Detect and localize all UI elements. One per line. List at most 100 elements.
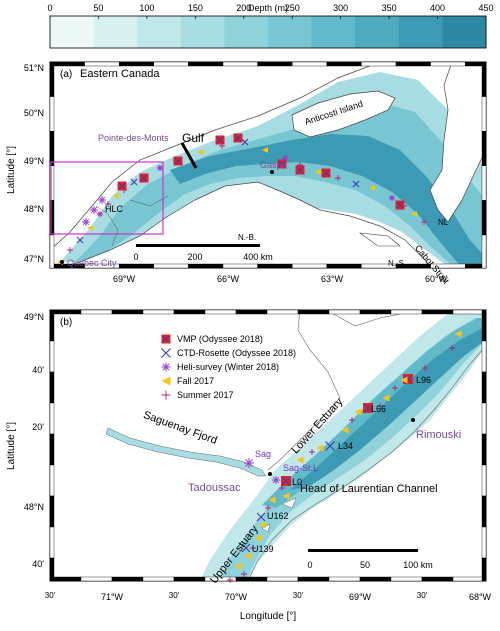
frame-segment [235, 576, 268, 582]
colorbar-tick-label: 450 [478, 3, 493, 13]
panel-b-stations [227, 330, 462, 583]
b-lon-70: 70°W [225, 592, 248, 602]
colorbar-tick-label: 200 [236, 3, 251, 13]
gulf-boundary-line [180, 142, 198, 169]
station-l96: L96 [416, 375, 431, 385]
a-lat-49: 49°N [24, 156, 44, 166]
summer-marker [241, 571, 247, 577]
ctd-overlay [282, 477, 290, 485]
fall-marker [113, 193, 119, 199]
ctd-overlay [140, 174, 148, 182]
scale-bar-a-line [136, 244, 260, 247]
summer-marker [227, 577, 233, 583]
station-u162: U162 [267, 511, 289, 521]
panel-a-region-title: Eastern Canada [80, 68, 160, 80]
label-sag-stl: Sag-St.L [283, 463, 318, 473]
fall-marker [354, 408, 362, 416]
south-shore-coast-b [247, 345, 486, 581]
colorbar-frame [49, 15, 487, 49]
label-gulf: Gulf [182, 131, 205, 145]
label-head-laurentian: Head of Laurentian Channel [300, 483, 438, 495]
frame-segment [84, 61, 120, 67]
frame-segment [111, 309, 144, 315]
legend: VMP (Odyssee 2018) CTD-Rosette (Odyssee … [161, 334, 296, 400]
north-shore-land [50, 62, 381, 251]
legend-fall: Fall 2017 [177, 376, 214, 386]
ctd-overlay [118, 182, 126, 190]
hlc-region-box [50, 161, 164, 235]
heli-marker [244, 458, 254, 468]
frame-segment [481, 464, 487, 497]
colorbar-cell [268, 16, 313, 48]
panel-a-scale-bar: 0 200 400 km [133, 244, 273, 262]
frame-segment [173, 309, 206, 315]
b-ylabel: Latitude [°] [6, 422, 17, 470]
label-tadoussac: Tadoussac [188, 482, 241, 494]
heli-marker [157, 165, 163, 171]
panel-a-bathymetry [50, 62, 486, 268]
ctd-overlay [364, 404, 372, 412]
frame-segment [49, 433, 55, 466]
colorbar-cell [355, 16, 400, 48]
colorbar-cell [137, 16, 182, 48]
a-lon-63: 63°W [321, 274, 344, 284]
scale-a-400: 400 km [243, 252, 273, 262]
fall-marker [197, 149, 203, 155]
b-lon-30a: 30' [45, 591, 56, 600]
frame-segment [118, 61, 154, 67]
frame-segment [257, 263, 293, 269]
fall-marker [254, 534, 262, 542]
frame-segment [421, 309, 454, 315]
frame-segment [173, 576, 206, 582]
colorbar-tick-label: 150 [188, 3, 203, 13]
b-lon-71: 71°W [101, 592, 124, 602]
fall-marker [316, 444, 324, 452]
frame-segment [49, 402, 55, 435]
b-lon-30c: 30' [293, 591, 304, 600]
frame-segment [326, 263, 362, 269]
saguenay-fjord [105, 427, 267, 477]
colorbar-cell [224, 16, 269, 48]
a-ylabel: Latitude [°] [6, 146, 17, 194]
fall-marker [161, 376, 171, 386]
frame-segment [266, 309, 299, 315]
summer-marker [377, 403, 383, 409]
frame-segment [430, 61, 466, 67]
colorbar-ticks: 0 50 100 150 200 250 300 350 400 450 [47, 3, 494, 19]
station-l0: L0 [292, 477, 302, 487]
summer-marker [67, 247, 73, 253]
summer-marker [449, 345, 455, 351]
fall-marker [382, 394, 390, 402]
colorbar-cell [311, 16, 356, 48]
frame-segment [49, 464, 55, 497]
ctd-marker [76, 236, 84, 244]
ctd-marker [241, 138, 249, 146]
laurentian-channel-a [170, 134, 486, 268]
laurentian-channel-b [290, 326, 486, 490]
a-lat-50: 50°N [24, 108, 44, 118]
frame-segment [49, 576, 82, 582]
frame-segment [297, 576, 330, 582]
fall-marker [244, 552, 252, 560]
colorbar-tick-label: 100 [139, 3, 154, 13]
panel-b-frame-ticks [49, 309, 487, 582]
ctd-overlay [396, 201, 404, 209]
label-hlc: HLC [105, 204, 124, 214]
heli-marker [161, 362, 171, 372]
fall-marker [296, 456, 304, 464]
a-lon-66: 66°W [217, 274, 240, 284]
legend-summer: Summer 2017 [177, 390, 234, 400]
frame-segment [326, 61, 362, 67]
gaspe-dot [270, 170, 274, 174]
heli-marker [272, 476, 280, 484]
b-lon-69: 69°W [349, 592, 372, 602]
frame-segment [49, 234, 55, 269]
frame-segment [49, 526, 55, 559]
summer-marker [422, 365, 428, 371]
panel-a-label: (a) [60, 69, 72, 80]
frame-segment [481, 495, 487, 528]
colorbar-cell [180, 16, 225, 48]
frame-segment [395, 61, 431, 67]
fall-marker [268, 496, 276, 504]
heli-marker [90, 206, 98, 214]
